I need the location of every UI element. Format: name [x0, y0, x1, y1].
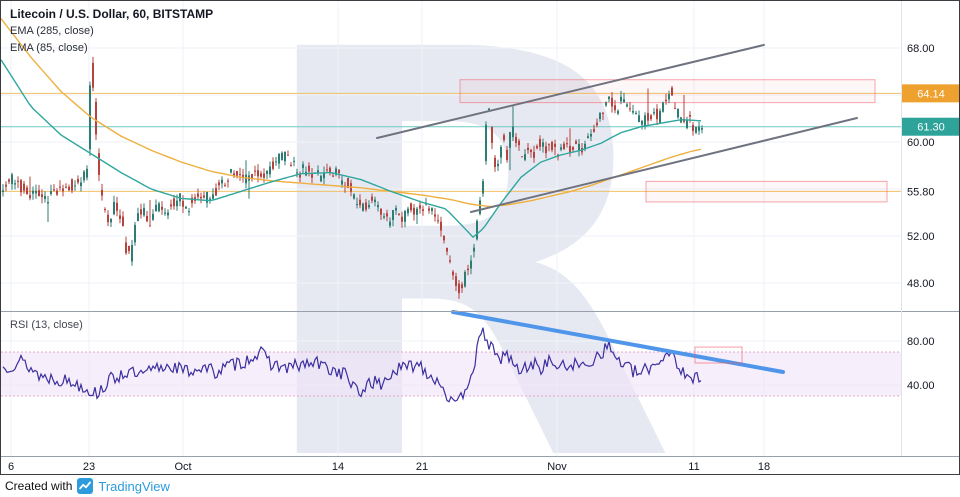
ema-85-line [1, 59, 702, 239]
svg-text:60.00: 60.00 [907, 137, 935, 149]
svg-text:Nov: Nov [547, 461, 567, 473]
tradingview-link[interactable]: TradingView [98, 478, 170, 494]
trendline-drawings[interactable] [376, 43, 858, 374]
svg-text:Oct: Oct [174, 461, 191, 473]
svg-text:R: R [245, 1, 676, 475]
price-level-lines [1, 92, 901, 192]
svg-text:48.00: 48.00 [907, 278, 935, 290]
rsi-band [1, 351, 901, 397]
svg-text:61.30: 61.30 [917, 122, 945, 134]
chart-canvas[interactable]: R 68.00 60.00 52.00 48.00 55.80 64.14 61.30 80.… [1, 1, 960, 475]
svg-text:21: 21 [416, 461, 428, 473]
tradingview-logo-icon[interactable] [77, 478, 94, 494]
svg-text:55.80: 55.80 [907, 186, 935, 198]
svg-text:18: 18 [758, 461, 770, 473]
svg-text:52.00: 52.00 [907, 231, 935, 243]
svg-text:6: 6 [8, 461, 14, 473]
ema-285-legend[interactable]: EMA (285, close) [10, 25, 94, 38]
price-zone-rectangles[interactable] [459, 79, 888, 203]
svg-text:11: 11 [688, 461, 699, 473]
watermark-letter: R [245, 1, 676, 475]
created-with-text: Created with [5, 479, 73, 493]
svg-text:40.00: 40.00 [907, 380, 935, 392]
ema-85-legend[interactable]: EMA (85, close) [10, 42, 88, 55]
axis-labels[interactable]: 68.00 60.00 52.00 48.00 55.80 64.14 61.30 80.00… [8, 43, 960, 473]
svg-text:80.00: 80.00 [907, 336, 935, 348]
attribution-footer: Created with TradingView [0, 475, 960, 497]
svg-text:23: 23 [83, 461, 95, 473]
svg-text:68.00: 68.00 [907, 43, 935, 55]
chart-legend: Litecoin / U.S. Dollar, 60, BITSTAMP EMA… [10, 6, 213, 56]
rsi-legend[interactable]: RSI (13, close) [10, 319, 83, 331]
panel-separators [1, 1, 959, 457]
candlesticks [2, 56, 703, 299]
tradingview-chart: R 68.00 60.00 52.00 48.00 55.80 64.14 61.30 80.… [0, 0, 960, 475]
rsi-line [2, 327, 702, 403]
ema-285-line [1, 18, 702, 208]
svg-text:64.14: 64.14 [917, 88, 945, 100]
symbol-title[interactable]: Litecoin / U.S. Dollar, 60, BITSTAMP [10, 7, 214, 21]
svg-text:14: 14 [332, 461, 344, 473]
